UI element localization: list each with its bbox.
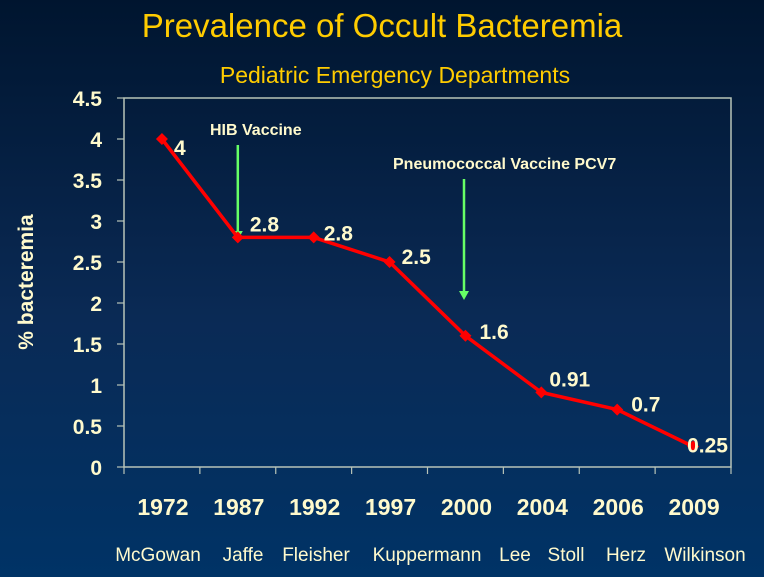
data-label: 2.8: [324, 222, 354, 245]
x-tick-label: 1997: [365, 494, 416, 520]
author-label: Jaffe: [223, 545, 264, 566]
x-tick-label: 1972: [137, 494, 188, 520]
x-tick-label: 1987: [213, 494, 264, 520]
data-point: [611, 403, 624, 416]
y-tick-label: 3: [90, 211, 102, 234]
author-label: Kuppermann: [373, 545, 482, 566]
author-label: Wilkinson: [664, 545, 745, 566]
arrow-down-icon: [459, 291, 469, 300]
data-label: 4: [174, 137, 186, 160]
y-tick-label: 1.5: [73, 334, 103, 357]
data-point: [155, 133, 168, 145]
author-label: Herz: [606, 545, 646, 566]
author-label: Fleisher: [282, 545, 350, 566]
data-label: 0.25: [687, 435, 728, 458]
author-label: McGowan: [115, 545, 201, 566]
data-point: [687, 440, 700, 453]
y-tick-label: 3.5: [73, 170, 103, 193]
x-tick-label: 2004: [517, 494, 568, 520]
y-axis-label: % bacteremia: [15, 214, 38, 350]
chart-title: Prevalence of Occult Bacteremia: [141, 7, 623, 44]
data-point: [535, 386, 548, 399]
data-labels: 4 2.8 2.8 2.5 1.6 0.91 0.7 0.25: [174, 137, 728, 458]
x-tick-label: 2006: [593, 494, 644, 520]
y-tick-label: 0: [90, 457, 102, 480]
y-tick-label: 4.5: [73, 88, 103, 111]
annotation-label: Pneumococcal Vaccine PCV7: [393, 156, 616, 173]
data-label: 0.7: [631, 394, 660, 417]
author-label: Lee: [499, 545, 531, 566]
annotation-label: HIB Vaccine: [210, 122, 302, 139]
data-label: 2.8: [250, 213, 280, 236]
data-point: [307, 231, 320, 244]
y-tick-label: 0.5: [73, 416, 103, 439]
data-point: [459, 329, 472, 342]
data-point: [383, 256, 396, 268]
x-tick-label: 2000: [441, 494, 492, 520]
chart-subtitle: Pediatric Emergency Departments: [219, 62, 571, 88]
data-label: 1.6: [479, 321, 508, 344]
y-tick-label: 4: [90, 129, 102, 152]
series: [155, 133, 700, 453]
annotations: HIB Vaccine Pneumococcal Vaccine PCV7: [210, 122, 616, 300]
y-tick-label: 2: [90, 293, 102, 316]
x-ticks: 1972 1987 1992 1997 2000 2004 2006 2009 McGowan J…: [115, 467, 746, 566]
x-tick-label: 2009: [668, 494, 719, 520]
author-label: Stoll: [548, 545, 585, 566]
data-point: [231, 231, 244, 244]
y-tick-label: 2.5: [73, 252, 103, 275]
data-label: 2.5: [402, 246, 432, 269]
x-tick-label: 1992: [289, 494, 340, 520]
data-label: 0.91: [549, 368, 590, 391]
y-tick-label: 1: [90, 375, 102, 398]
y-ticks: 0 0.5 1 1.5 2 2.5 3 3.5 4 4.5: [73, 88, 124, 480]
series-line: [160, 137, 694, 449]
